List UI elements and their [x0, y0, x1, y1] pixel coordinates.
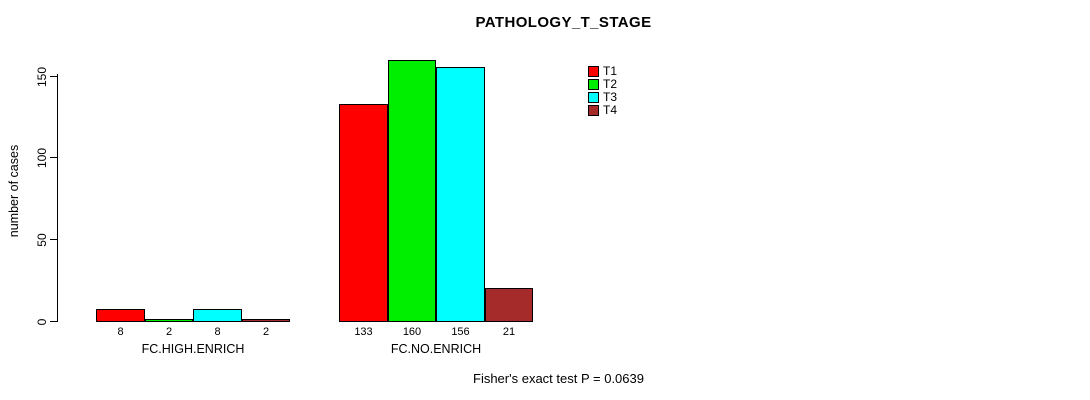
y-tick-label: 150 [35, 66, 49, 88]
legend-label: T3 [603, 90, 618, 104]
y-tick [50, 321, 57, 322]
bar-value-label: 8 [214, 326, 221, 338]
bar-value-label: 160 [402, 326, 422, 338]
legend-swatch-t2 [588, 79, 599, 90]
bar-t3-1 [193, 309, 242, 322]
legend-item-t1: T1 [588, 64, 618, 78]
bar-t3-2 [436, 67, 485, 322]
y-tick [50, 239, 57, 240]
legend-item-t3: T3 [588, 90, 618, 104]
bar-value-label: 2 [165, 326, 173, 338]
bar-t2-2 [388, 60, 436, 322]
bar-t4-1 [242, 319, 290, 322]
legend-swatch-t3 [588, 92, 599, 103]
legend-label: T2 [603, 77, 618, 91]
bar-value-label: 2 [262, 326, 270, 338]
chart-title: PATHOLOGY_T_STAGE [475, 14, 652, 31]
category-label: FC.HIGH.ENRICH [141, 342, 245, 356]
y-axis-title: number of cases [7, 144, 21, 238]
y-tick [50, 157, 57, 158]
bar-t2-1 [145, 319, 193, 322]
legend-swatch-t1 [588, 66, 599, 77]
y-tick-label: 100 [35, 147, 49, 169]
legend-item-t4: T4 [588, 103, 618, 117]
y-tick-label: 0 [35, 318, 49, 326]
bar-t1-2 [339, 104, 388, 322]
bar-t4-2 [485, 288, 533, 322]
legend-swatch-t4 [588, 105, 599, 116]
legend-item-t2: T2 [588, 77, 618, 91]
footer-note: Fisher's exact test P = 0.0639 [473, 371, 644, 386]
bar-t1-1 [96, 309, 145, 322]
legend-label: T1 [603, 64, 618, 78]
y-tick-label: 50 [35, 233, 49, 247]
bar-value-label: 156 [451, 326, 470, 338]
bar-value-label: 133 [354, 326, 373, 338]
y-tick [50, 76, 57, 77]
category-label: FC.NO.ENRICH [390, 342, 482, 356]
bar-value-label: 21 [502, 326, 516, 338]
y-axis-line [57, 74, 58, 322]
bar-value-label: 8 [117, 326, 124, 338]
legend-label: T4 [603, 103, 618, 117]
legend: T1 T2 T3 T4 [588, 64, 618, 117]
